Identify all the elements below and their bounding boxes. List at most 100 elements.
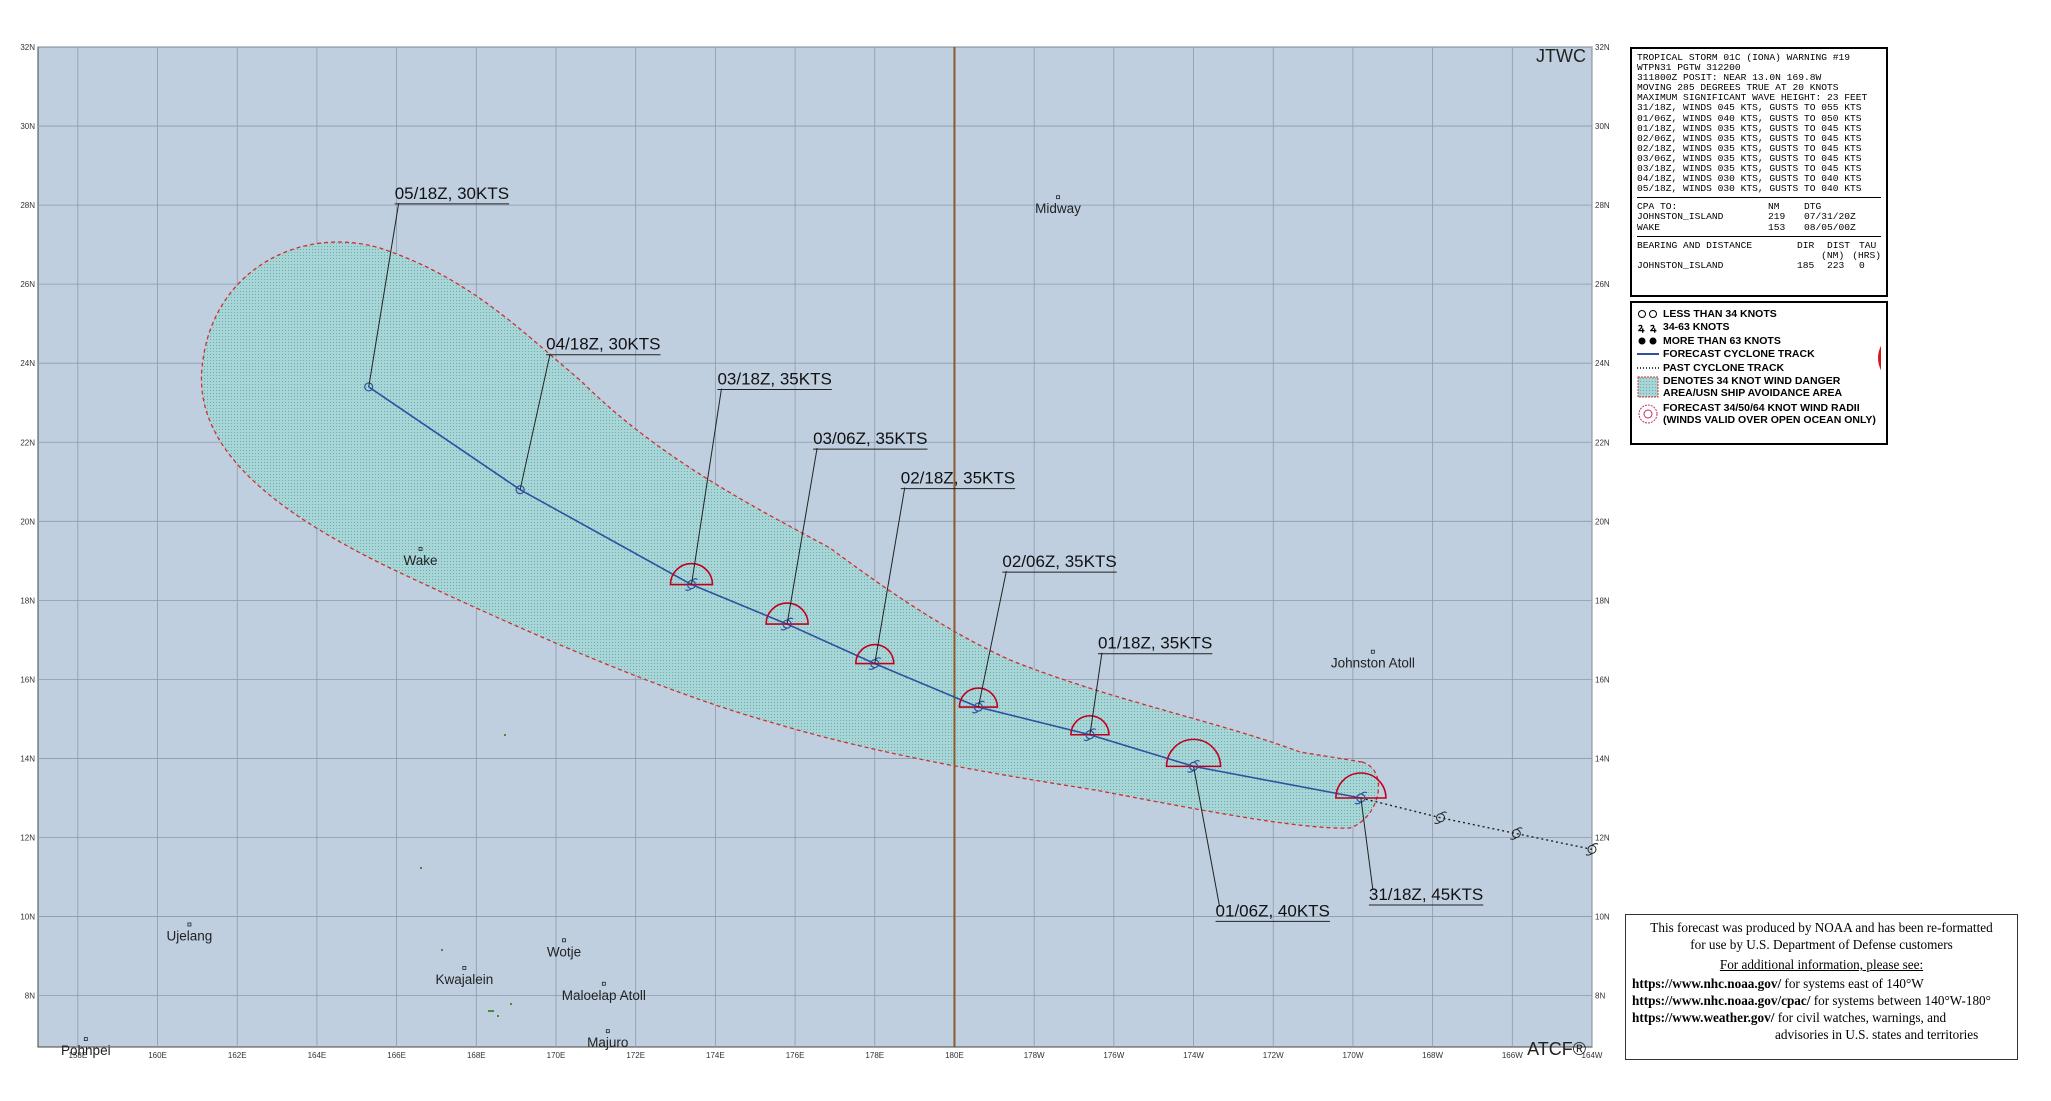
- info-link[interactable]: https://www.nhc.noaa.gov/: [1632, 976, 1782, 991]
- lat-tick-label-right: 8N: [1595, 992, 1605, 1001]
- label-leader-line: [1193, 766, 1221, 907]
- place-marker: [187, 922, 192, 927]
- bearing-header: BEARING AND DISTANCE DIR DIST TAU: [1637, 239, 1877, 251]
- place-marker: [601, 981, 606, 986]
- lat-tick-label-left: 26N: [20, 280, 35, 289]
- warning-line: TROPICAL STORM 01C (IONA) WARNING #19: [1637, 52, 1851, 63]
- warning-line: 03/06Z, WINDS 035 KTS, GUSTS TO 045 KTS: [1637, 152, 1862, 164]
- legend-more-63: MORE THAN 63 KNOTS: [1637, 334, 1876, 348]
- label-leader-line: [977, 570, 1007, 708]
- warning-line: MAXIMUM SIGNIFICANT WAVE HEIGHT: 23 FEET: [1637, 92, 1868, 104]
- lon-tick-label: 176W: [1103, 1051, 1124, 1060]
- storm-symbols: [364, 382, 1599, 856]
- place-label: Pohnpei: [61, 1043, 111, 1058]
- info-link[interactable]: https://www.nhc.noaa.gov/cpac/: [1632, 993, 1811, 1008]
- lon-tick-label: 160E: [148, 1051, 167, 1060]
- place-label: Wake: [404, 553, 438, 568]
- info-link[interactable]: https://www.weather.gov/: [1632, 1010, 1775, 1025]
- place-label: Kwajalein: [435, 972, 493, 987]
- place-label: Midway: [1035, 201, 1081, 216]
- lat-tick-label-right: 22N: [1595, 438, 1610, 447]
- lat-tick-label-left: 8N: [25, 992, 35, 1001]
- wind-radius: [1070, 715, 1110, 736]
- lat-tick-label-left: 18N: [20, 596, 35, 605]
- place-marker: [605, 1029, 610, 1034]
- svg-text:ꝝ: ꝝ: [1638, 321, 1645, 333]
- lat-tick-label-left: 12N: [20, 834, 35, 843]
- legend-34-63: ꝝ ꝝ 34-63 KNOTS: [1638, 321, 1730, 334]
- lat-tick-label-right: 18N: [1595, 596, 1610, 605]
- lat-tick-label-right: 28N: [1595, 201, 1610, 210]
- label-leader-line: [786, 447, 818, 625]
- lon-tick-label: 170W: [1342, 1051, 1363, 1060]
- wind-radius: [958, 687, 999, 708]
- place-marker: [1370, 649, 1375, 654]
- warning-line: 01/18Z, WINDS 035 KTS, GUSTS TO 045 KTS: [1637, 122, 1862, 134]
- forecast-labels: 31/18Z, 45KTS 01/06Z, 40KTS 01/18Z, 35KTS 0…: [368, 184, 1484, 922]
- lon-tick-label: 172W: [1263, 1051, 1284, 1060]
- lon-tick-label: 164W: [1582, 1051, 1603, 1060]
- lon-tick-label: 180E: [945, 1051, 964, 1060]
- bearing-units: (NM) (HRS): [1821, 249, 1881, 261]
- svg-text:ꝝ: ꝝ: [1650, 321, 1657, 333]
- legend-less-34: LESS THAN 34 KNOTS: [1637, 307, 1876, 321]
- lat-tick-label-left: 30N: [20, 122, 35, 131]
- cpa-header: CPA TO: NM DTG: [1637, 201, 1822, 213]
- place-marker: [1056, 195, 1060, 200]
- forecast-label: 04/18Z, 30KTS: [546, 335, 660, 354]
- forecast-label: 03/18Z, 35KTS: [717, 370, 831, 389]
- lat-tick-label-left: 14N: [20, 754, 35, 763]
- lat-tick-label-right: 14N: [1595, 754, 1610, 763]
- lon-tick-label: 174E: [706, 1051, 725, 1060]
- lat-tick-label-left: 24N: [20, 359, 35, 368]
- label-leader-line: [874, 487, 906, 664]
- past-cyclone-track: [1360, 797, 1593, 851]
- wind-radius: [669, 562, 714, 586]
- forecast-label: 05/18Z, 30KTS: [395, 184, 509, 203]
- info-panel: This forecast was produced by NOAA and h…: [1625, 914, 2018, 1060]
- legend-wind-radii: FORECAST 34/50/64 KNOT WIND RADII (WINDS …: [1637, 402, 1876, 429]
- legend-forecast-track: FORECAST CYCLONE TRACK: [1637, 348, 1815, 361]
- warning-line: 31/18Z, WINDS 045 KTS, GUSTS TO 055 KTS: [1637, 102, 1862, 114]
- lon-tick-label: 166E: [387, 1051, 406, 1060]
- place-label: Wotje: [547, 944, 581, 959]
- place-label: Majuro: [587, 1035, 628, 1050]
- warning-line: WTPN31 PGTW 312200: [1637, 62, 1741, 74]
- lon-tick-label: 166W: [1502, 1051, 1523, 1060]
- wind-radius: [854, 643, 895, 665]
- lat-tick-label-right: 24N: [1595, 359, 1610, 368]
- place-marker: [462, 966, 467, 970]
- past-storm-spiral: [1585, 843, 1599, 856]
- axis-tick-labels: 158E 160E 162E 164E 166E 168E 170E 172E 174E 176E…: [20, 43, 1610, 1060]
- warning-line: 311800Z POSIT: NEAR 13.0N 169.8W: [1637, 72, 1822, 84]
- islet-dots: [420, 734, 512, 1017]
- lon-tick-label: 158E: [69, 1051, 88, 1060]
- warning-line: 03/18Z, WINDS 035 KTS, GUSTS TO 045 KTS: [1637, 163, 1862, 175]
- forecast-label: 01/06Z, 40KTS: [1216, 901, 1330, 920]
- warning-line: MOVING 285 DEGREES TRUE AT 20 KNOTS: [1637, 82, 1839, 94]
- lat-tick-label-left: 20N: [20, 517, 35, 526]
- noaa-logo: [1877, 345, 1881, 371]
- place-marker: [562, 938, 566, 943]
- warning-text: TROPICAL STORM 01C (IONA) WARNING #19 WTP…: [1637, 52, 1881, 194]
- forecast-label: 01/18Z, 35KTS: [1098, 634, 1212, 653]
- legend-danger-area: DENOTES 34 KNOT WIND DANGER AREA/USN SHIP…: [1637, 375, 1876, 402]
- lon-tick-label: 164E: [308, 1051, 327, 1060]
- forecast-label: 03/06Z, 35KTS: [813, 429, 927, 448]
- place-label: Johnston Atoll: [1331, 656, 1415, 671]
- lat-tick-label-left: 32N: [20, 43, 35, 52]
- lat-tick-label-left: 28N: [20, 201, 35, 210]
- lat-tick-label-left: 16N: [20, 675, 35, 684]
- place-label: Ujelang: [167, 928, 213, 943]
- past-storm-spiral: [1509, 827, 1523, 840]
- lat-tick-label-right: 12N: [1595, 834, 1610, 843]
- lon-tick-label: 174W: [1183, 1051, 1204, 1060]
- forecast-label: 02/18Z, 35KTS: [901, 469, 1015, 488]
- storm-spiral: [1187, 759, 1200, 773]
- place-marker: [83, 1037, 88, 1041]
- wind-danger-area: [200, 241, 1379, 829]
- lat-tick-label-left: 10N: [20, 913, 35, 922]
- lon-tick-label: 170E: [547, 1051, 566, 1060]
- info-links: https://www.nhc.noaa.gov/ for systems ea…: [1632, 975, 2011, 1026]
- lat-tick-label-left: 22N: [20, 438, 35, 447]
